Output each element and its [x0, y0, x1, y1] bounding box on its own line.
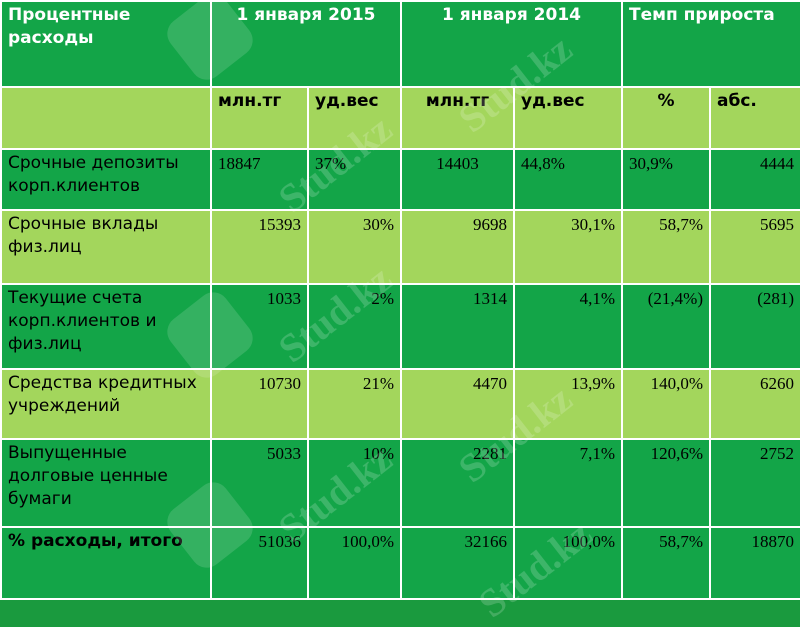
row-value-2015: 5033	[210, 438, 309, 528]
row-share-2015: 2%	[307, 283, 402, 370]
table-row: Срочные депозиты корп.клиентов 18847 37%…	[0, 148, 800, 211]
row-growth-abs: 2752	[708, 438, 800, 528]
row-growth-abs: 18870	[708, 526, 800, 600]
row-value-2015: 51036	[210, 526, 309, 600]
row-value-2014: 32166	[400, 526, 515, 600]
row-share-2015: 10%	[307, 438, 402, 528]
row-value-2014: 14403	[400, 148, 515, 211]
row-share-2014: 30,1%	[513, 209, 623, 285]
subheader-empty-cell	[0, 86, 212, 150]
row-value-2014: 9698	[400, 209, 515, 285]
header-growth: Темп прироста	[620, 0, 800, 88]
row-growth-pct: 58,7%	[621, 526, 711, 600]
row-share-2015: 100,0%	[307, 526, 402, 600]
row-growth-abs: 4444	[708, 148, 800, 211]
row-label: Срочные депозиты корп.клиентов	[0, 148, 212, 211]
header-label-cell: Процентные расходы	[0, 0, 212, 88]
row-share-2014: 44,8%	[513, 148, 623, 211]
table-row: Выпущенные долговые ценные бумаги 5033 1…	[0, 438, 800, 528]
row-label: % расходы, итого	[0, 526, 212, 600]
row-growth-pct: 120,6%	[621, 438, 711, 528]
table-row: Срочные вклады физ.лиц 15393 30% 9698 30…	[0, 209, 800, 285]
table-row: Текущие счета корп.клиентов и физ.лиц 10…	[0, 283, 800, 370]
row-growth-pct: 58,7%	[621, 209, 711, 285]
row-label: Средства кредитных учреждений	[0, 368, 212, 440]
subheader-pct: %	[621, 86, 711, 150]
row-value-2015: 1033	[210, 283, 309, 370]
row-value-2014: 2281	[400, 438, 515, 528]
row-share-2015: 21%	[307, 368, 402, 440]
header-period-2015: 1 января 2015	[210, 0, 402, 88]
row-share-2014: 4,1%	[513, 283, 623, 370]
interest-expenses-table: Процентные расходы 1 января 2015 1 январ…	[0, 0, 800, 600]
row-share-2015: 37%	[307, 148, 402, 211]
row-share-2015: 30%	[307, 209, 402, 285]
header-period-2014: 1 января 2014	[400, 0, 623, 88]
row-value-2015: 18847	[210, 148, 309, 211]
row-growth-abs: 6260	[708, 368, 800, 440]
table-total-row: % расходы, итого 51036 100,0% 32166 100,…	[0, 526, 800, 600]
row-label: Срочные вклады физ.лиц	[0, 209, 212, 285]
table-header-row: Процентные расходы 1 января 2015 1 январ…	[0, 0, 800, 88]
row-growth-pct: 140,0%	[621, 368, 711, 440]
row-label: Выпущенные долговые ценные бумаги	[0, 438, 212, 528]
row-growth-abs: (281)	[708, 283, 800, 370]
subheader-abs: абс.	[708, 86, 800, 150]
row-growth-abs: 5695	[708, 209, 800, 285]
row-growth-pct: (21,4%)	[621, 283, 711, 370]
row-growth-pct: 30,9%	[621, 148, 711, 211]
subheader-mln-2014: млн.тг	[400, 86, 515, 150]
row-value-2014: 4470	[400, 368, 515, 440]
row-share-2014: 7,1%	[513, 438, 623, 528]
row-share-2014: 100,0%	[513, 526, 623, 600]
row-value-2014: 1314	[400, 283, 515, 370]
table-row: Средства кредитных учреждений 10730 21% …	[0, 368, 800, 440]
row-value-2015: 10730	[210, 368, 309, 440]
subheader-mln-2015: млн.тг	[210, 86, 309, 150]
subheader-share-2015: уд.вес	[307, 86, 402, 150]
row-label: Текущие счета корп.клиентов и физ.лиц	[0, 283, 212, 370]
subheader-share-2014: уд.вес	[513, 86, 623, 150]
row-value-2015: 15393	[210, 209, 309, 285]
row-share-2014: 13,9%	[513, 368, 623, 440]
table-subheader-row: млн.тг уд.вес млн.тг уд.вес % абс.	[0, 86, 800, 150]
